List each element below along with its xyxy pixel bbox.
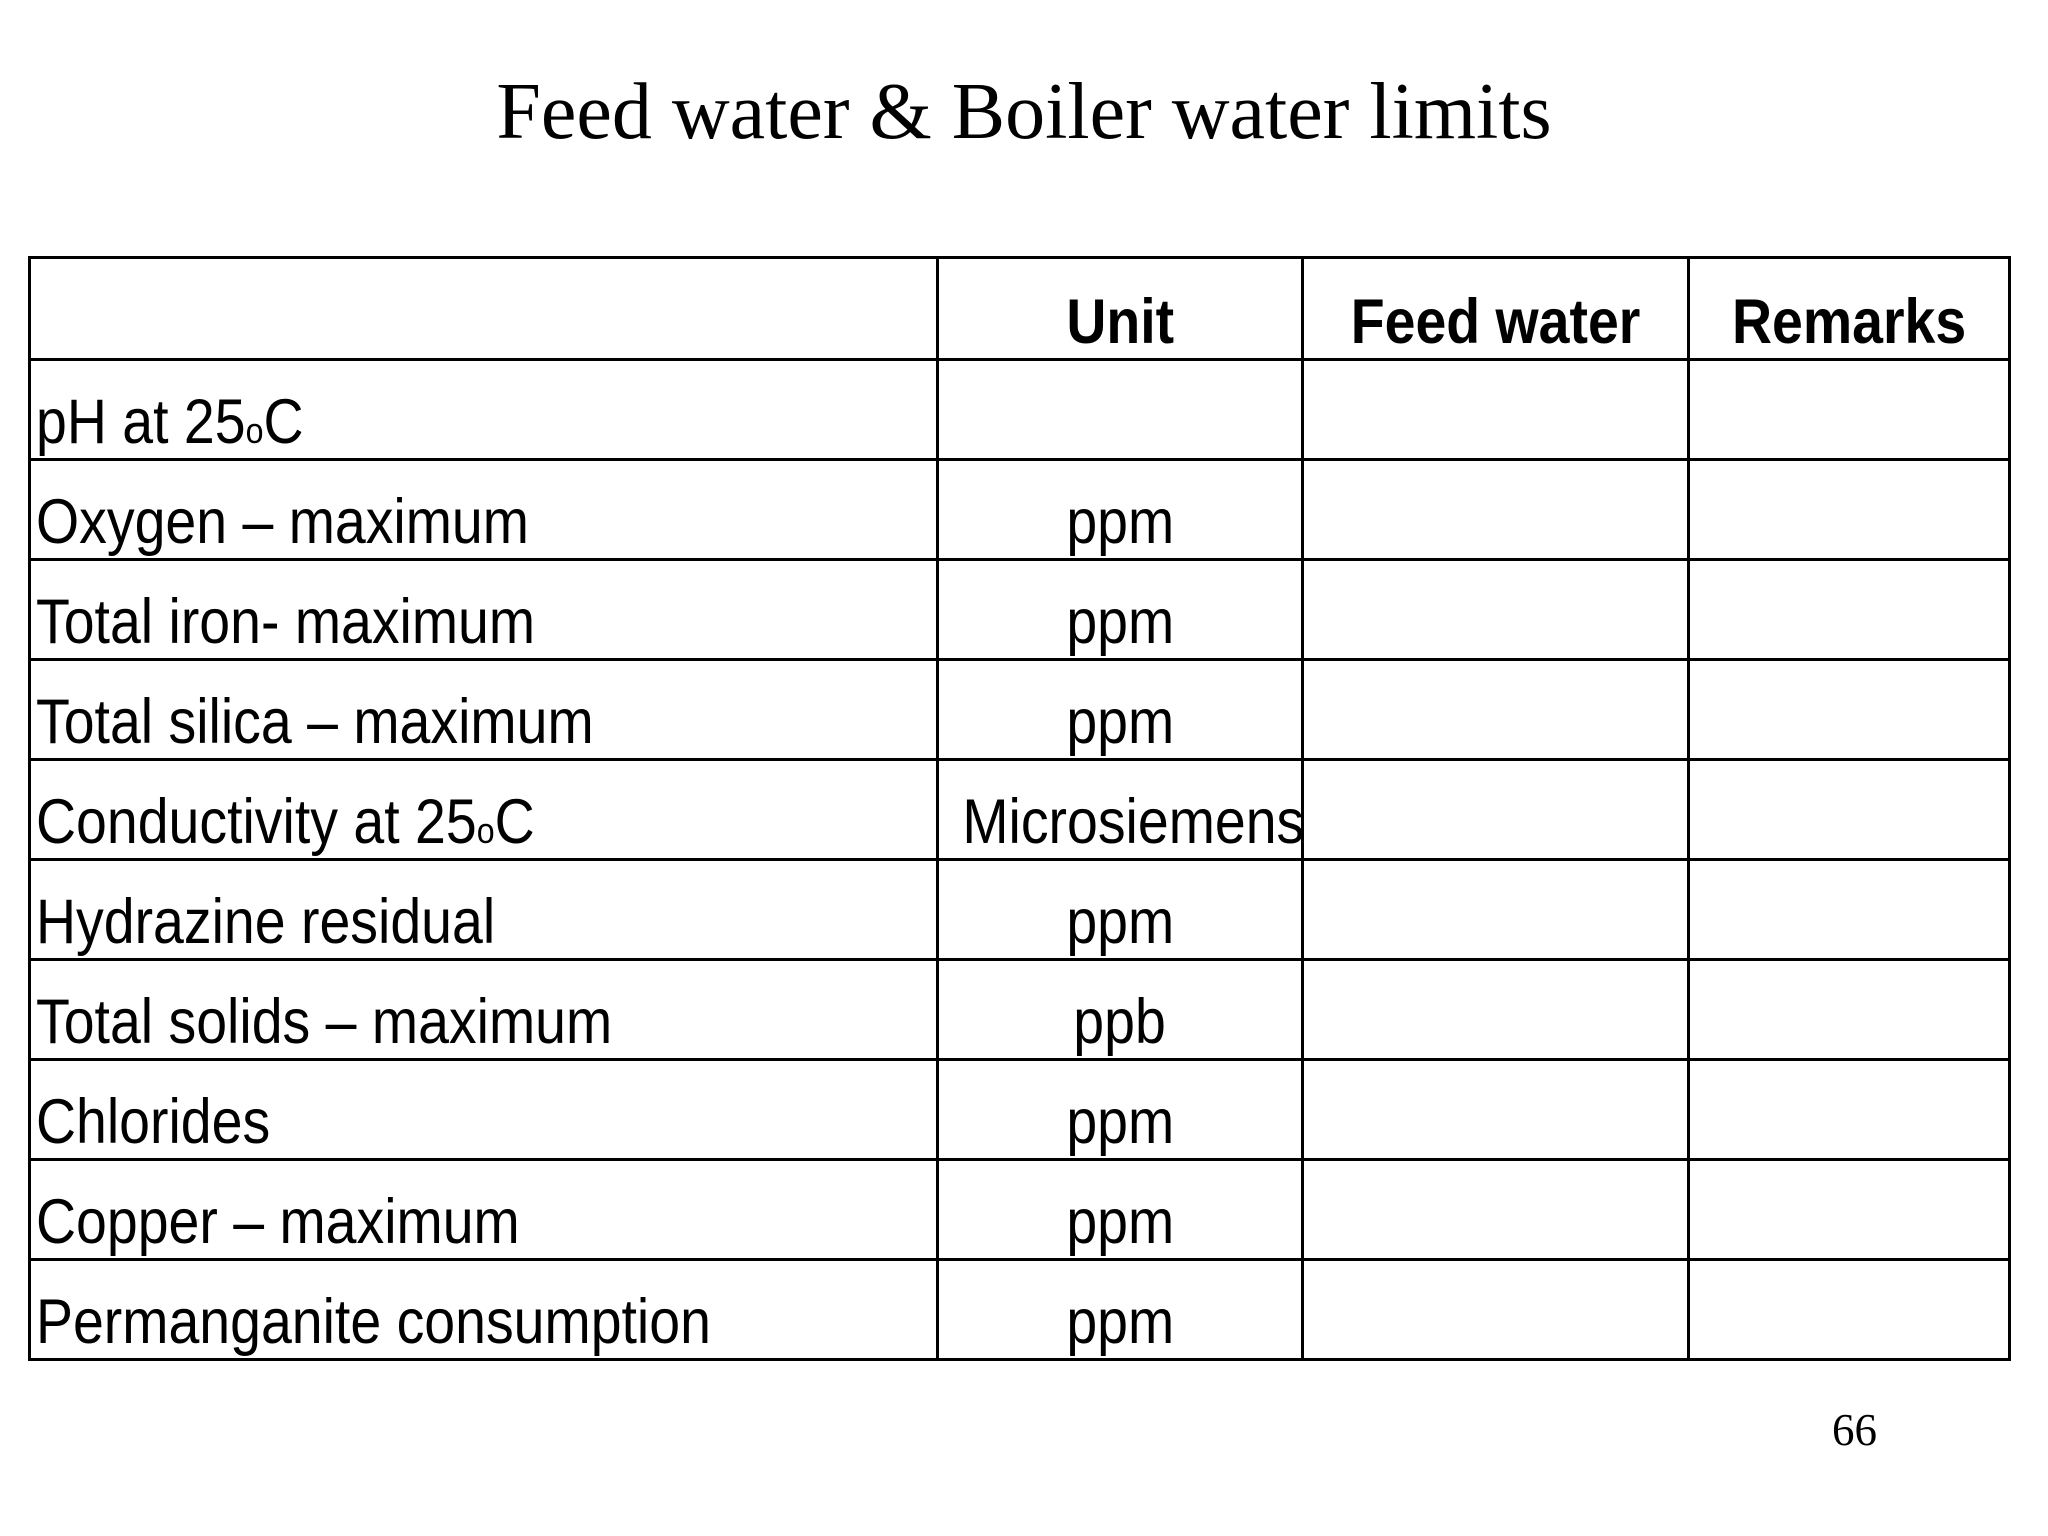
remarks-cell [1687,658,2011,761]
feed-water-cell [1301,858,1690,961]
header-remarks: Remarks [1687,256,2011,361]
row-unit: ppm [1066,487,1174,557]
header-feed-water: Feed water [1301,256,1690,361]
table-row: Conductivity at 25oC Microsiemens [28,758,2011,861]
parameter-cell: Total silica – maximum [28,658,939,761]
row-unit: ppb [1073,987,1167,1057]
row-unit: ppm [1066,1087,1174,1157]
row-label: Hydrazine residual [36,887,496,957]
unit-cell: ppm [936,458,1304,561]
table-row: pH at 25oC [28,358,2011,461]
feed-water-limits-table: Unit Feed water Remarks pH at 25oC Oxyge… [28,256,2011,1361]
row-label: Total solids – maximum [36,987,613,1057]
header-unit: Unit [936,256,1304,361]
row-unit: ppm [1066,887,1174,957]
row-unit: ppm [1066,687,1174,757]
remarks-cell [1687,958,2011,1061]
header-parameter [28,256,939,361]
feed-water-cell [1301,458,1690,561]
parameter-cell: Total iron- maximum [28,558,939,661]
superscript: o [245,410,264,451]
table-row: Total silica – maximum ppm [28,658,2011,761]
unit-cell: ppm [936,1058,1304,1161]
feed-water-cell [1301,758,1690,861]
row-label: pH at 25oC [36,387,304,457]
remarks-cell [1687,1158,2011,1261]
feed-water-cell [1301,358,1690,461]
feed-water-cell [1301,658,1690,761]
page-number: 66 [1832,1405,1877,1455]
superscript: o [476,810,495,851]
parameter-cell: Oxygen – maximum [28,458,939,561]
unit-cell: ppm [936,1258,1304,1361]
row-unit: Microsiemens [962,787,1305,857]
unit-cell: Microsiemens [936,758,1305,861]
parameter-cell: Copper – maximum [28,1158,939,1261]
unit-cell: ppm [936,1158,1304,1261]
remarks-cell [1687,1258,2011,1361]
feed-water-cell [1301,1058,1690,1161]
table-row: Copper – maximum ppm [28,1158,2011,1261]
remarks-cell [1687,758,2011,861]
remarks-cell [1687,358,2011,461]
page-title: Feed water & Boiler water limits [496,68,1552,156]
table-row: Oxygen – maximum ppm [28,458,2011,561]
table-row: Permanganite consumption ppm [28,1258,2011,1361]
unit-cell [936,358,1304,461]
parameter-cell: Total solids – maximum [28,958,939,1061]
remarks-cell [1687,858,2011,961]
row-unit: ppm [1066,1287,1174,1357]
feed-water-cell [1301,1258,1690,1361]
unit-cell: ppm [936,658,1304,761]
feed-water-cell [1301,1158,1690,1261]
unit-cell: ppm [936,858,1304,961]
unit-cell: ppm [936,558,1304,661]
parameter-cell: Chlorides [28,1058,939,1161]
row-label: Copper – maximum [36,1187,520,1257]
parameter-cell: pH at 25oC [28,358,939,461]
row-unit: ppm [1066,587,1174,657]
parameter-cell: Hydrazine residual [28,858,939,961]
parameter-cell: Conductivity at 25oC [28,758,939,861]
table-row: Total solids – maximum ppb [28,958,2011,1061]
row-label: Total iron- maximum [36,587,536,657]
feed-water-cell [1301,958,1690,1061]
remarks-cell [1687,458,2011,561]
row-label: Total silica – maximum [36,687,594,757]
feed-water-cell [1301,558,1690,661]
row-label: Permanganite consumption [36,1287,711,1357]
remarks-cell [1687,1058,2011,1161]
parameter-cell: Permanganite consumption [28,1258,939,1361]
row-label: Oxygen – maximum [36,487,529,557]
unit-cell: ppb [936,958,1304,1061]
row-label: Chlorides [36,1087,271,1157]
table-header-row: Unit Feed water Remarks [28,256,2011,361]
remarks-cell [1687,558,2011,661]
table-row: Chlorides ppm [28,1058,2011,1161]
table-row: Total iron- maximum ppm [28,558,2011,661]
row-label: Conductivity at 25oC [36,787,535,857]
row-unit: ppm [1066,1187,1174,1257]
table-row: Hydrazine residual ppm [28,858,2011,961]
